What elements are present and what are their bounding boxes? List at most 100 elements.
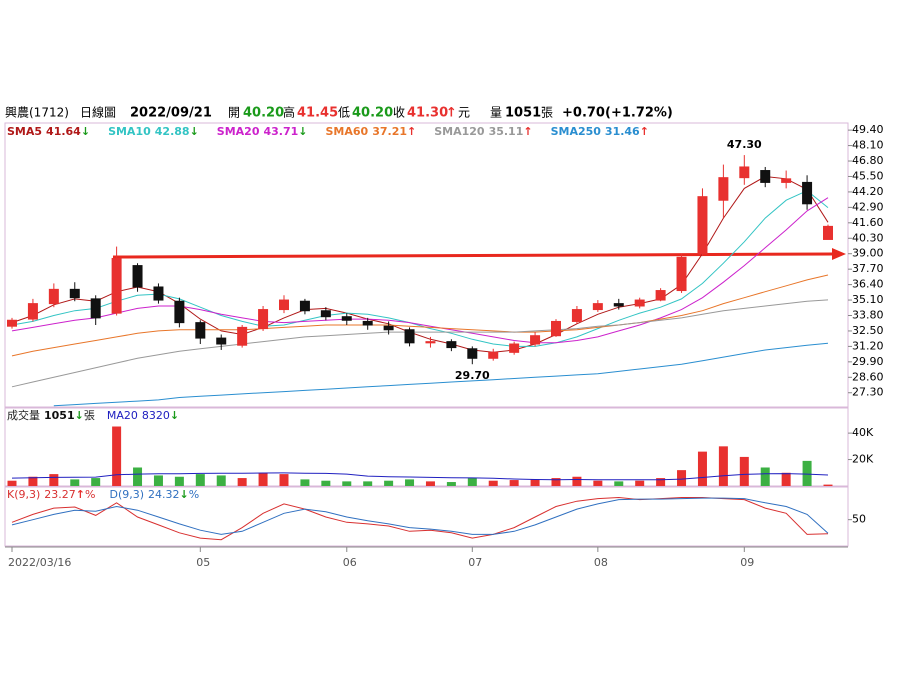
legend-text: % [85,488,95,501]
y-tick-label: 40.30 [852,231,884,244]
y-tick-label: 40K [852,426,874,439]
trend-line [112,252,835,259]
y-tick-label: 45.50 [852,169,884,182]
legend-text: SMA5 [7,125,42,138]
candle-body [823,225,833,240]
candle-body [571,309,582,322]
volume-bar [697,451,707,486]
x-tick-label: 2022/03/16 [8,556,71,569]
sma-line [11,190,829,347]
volume-bar [300,479,310,486]
candle-body [718,177,729,201]
price-panel [4,122,849,408]
legend-text: SMA250 [551,125,602,138]
x-tick-label: 06 [343,556,357,569]
kd-line [11,496,829,541]
kd-panel [4,486,849,547]
volume-bar [279,474,289,486]
legend-text: 35.11 [489,125,524,138]
legend-text: ↑ [76,488,85,501]
volume-bar [28,476,38,486]
volume-bar [802,460,812,486]
candle-body [509,343,520,353]
y-tick-label: 31.20 [852,339,884,352]
candle-body [132,265,143,288]
volume-bar [718,446,728,486]
legend-text: ↓ [180,488,189,501]
legend-text: MA20 [107,409,138,422]
candle-body [362,320,373,326]
candle-body [739,166,750,179]
y-tick-label: 36.40 [852,278,884,291]
close-value: 41.30 [407,106,448,121]
kd-line [11,497,829,535]
sma-line [11,274,829,357]
volume-bar [509,480,519,486]
legend-text: 31.46 [605,125,640,138]
candle-body [425,341,436,344]
volume-bar [467,478,477,486]
volume-bar [49,474,59,486]
legend-text: 23.27 [44,488,76,501]
volume-bar [153,475,163,486]
volume-bar [572,476,582,486]
y-tick-label: 20K [852,453,874,466]
candle-body [7,319,17,327]
volume-bar [112,426,122,486]
volume-bar [488,480,498,486]
annotation: 47.30 [727,138,762,151]
candle-body [760,170,771,183]
volume-bar [174,476,184,486]
legend-text: SMA20 [217,125,260,138]
legend-text: 張 [84,409,95,422]
volume-bar [677,470,687,486]
candle-body [111,257,122,314]
volume-bar [530,479,540,486]
legend-text: ↑ [407,125,416,138]
legend-text: ↓ [298,125,307,138]
y-tick-label: 49.40 [852,123,884,136]
x-tick-label: 08 [594,556,608,569]
open-value: 40.20 [243,106,284,121]
volume-bar [91,478,101,486]
legend-text: ↓ [190,125,199,138]
volume-unit: 張 [541,106,553,120]
candle-body [27,303,38,320]
currency: 元 [458,106,470,120]
volume-bar [760,467,770,486]
annotation: 29.70 [455,369,490,382]
legend-text: 37.21 [372,125,407,138]
header: 興農(1712) 日線圖 2022/09/21 開 40.20 高 41.45 … [5,105,673,121]
legend-text: ↓ [75,409,84,422]
candle-body [404,329,415,344]
candle-body [697,196,708,255]
volume-value: 1051 [505,106,541,121]
y-tick-label: 46.80 [852,154,884,167]
volume-bar [195,474,205,486]
high-value: 41.45 [297,106,338,121]
x-tick-label: 07 [468,556,482,569]
candle-body [90,298,101,319]
change: +0.70 [562,106,605,121]
volume-bar [237,478,247,486]
volume-bar [551,478,561,486]
x-tick-label: 05 [196,556,210,569]
candle-body [446,341,457,349]
stock-name: 興農(1712) [5,106,69,120]
candle-body [551,320,561,337]
close-label: 收 [393,106,405,120]
y-tick-label: 33.80 [852,309,884,322]
sma-line [11,299,829,388]
legend-text: 42.88 [155,125,190,138]
candle-body [802,181,813,205]
y-tick-label: 37.70 [852,262,884,275]
legend-text: SMA120 [434,125,485,138]
legend-text: 41.64 [46,125,81,138]
legend-text: 8320 [142,409,170,422]
volume-bar [656,478,666,486]
x-tick-label: 09 [740,556,754,569]
sma-line [11,197,829,344]
period: 日線圖 [80,105,116,120]
candle-body [676,256,687,292]
